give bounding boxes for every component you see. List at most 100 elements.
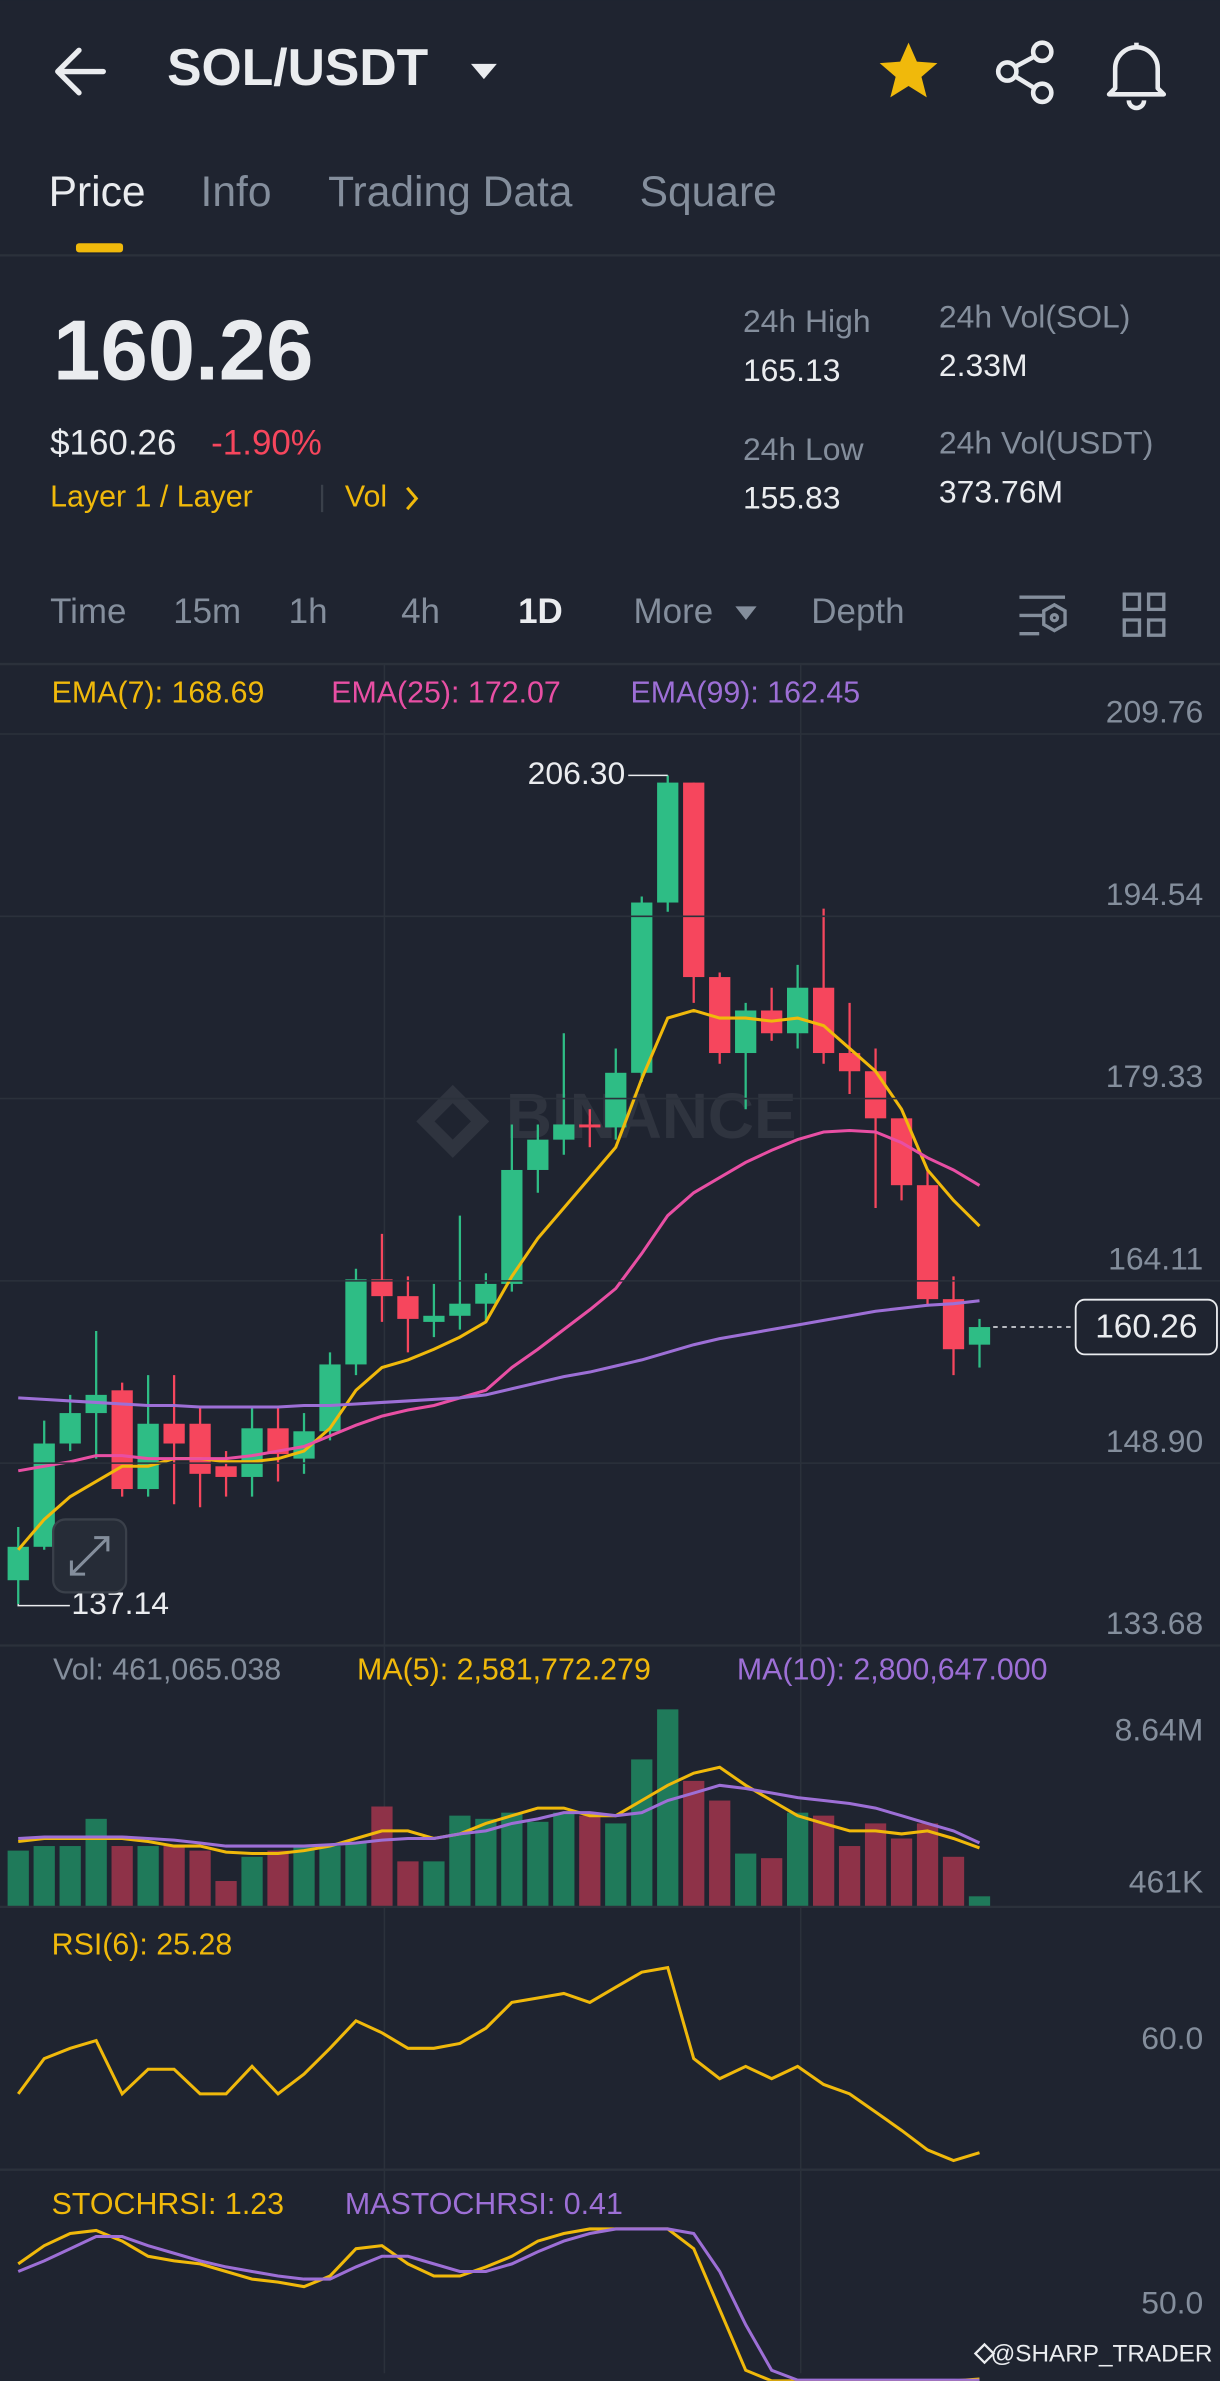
volume-bar [916,1823,939,1907]
layout-toggle[interactable] [1122,592,1166,637]
volume-bar [163,1846,185,1907]
candle-body [137,1423,159,1490]
credit: @SHARP_TRADER [991,2340,1213,2367]
legend-entry: MASTOCHRSI: 0.41 [345,2187,623,2221]
indicator-settings[interactable] [1019,595,1067,636]
price-change: -1.90% [211,424,322,463]
panel [7,775,991,1605]
candle-body [189,1423,211,1474]
volume-bar [709,1800,731,1907]
vol-link-arrow[interactable] [406,486,419,511]
candle-body [397,1296,419,1319]
interval-bar: Time 15m 1h 4h 1D More Depth [50,592,904,631]
volume-bar [683,1780,705,1907]
volume-bar [241,1856,263,1907]
plot: 209.76 194.54 179.33 164.11 148.90 133.68 206.… [0,675,1220,2381]
volume-bar [59,1846,81,1907]
legend-entry: MA(10): 2,800,647.000 [737,1652,1048,1686]
indicator-line [17,2227,980,2381]
alert-bell[interactable] [1106,42,1167,111]
share-button[interactable] [995,40,1054,105]
candle-body [579,1124,601,1128]
volume-bar [449,1815,471,1907]
legend-entry: EMA(99): 162.45 [631,675,861,709]
interval[interactable]: 15m [173,592,241,631]
tab[interactable]: Price [49,168,146,216]
candle-body [33,1443,55,1547]
interval[interactable]: 1D [518,592,563,631]
tab[interactable]: Trading Data [328,168,573,216]
candle-body [683,782,705,978]
candle-body [345,1279,367,1365]
y-tick-label: 8.64M [1115,1712,1204,1748]
ema-line [17,1128,981,1473]
volume-bar [968,1896,991,1907]
volume-bar [345,1843,367,1907]
stat-label: 24h Vol(SOL) [939,299,1130,335]
pair-dropdown[interactable] [470,63,497,80]
panel [7,1709,991,1907]
last-price: 160.26 [53,304,313,399]
volume-bar [33,1846,55,1907]
interval[interactable]: 4h [401,592,440,631]
candle-body [968,1327,991,1345]
interval[interactable]: Time [50,592,126,631]
ma-line [18,1765,981,1856]
candle-body [241,1428,263,1477]
candle-body [449,1303,471,1316]
current-price-label: 160.26 [1095,1308,1197,1345]
candle-body [890,1118,913,1186]
y-tick-label: 148.90 [1106,1423,1204,1459]
volume-bar [579,1815,601,1907]
stat-label: 24h Vol(USDT) [939,425,1153,461]
watermark-text: BINANCE [506,1080,797,1152]
stats: 24h High 165.13 24h Vol(SOL) 2.33M 24h Low 15… [743,299,1153,516]
y-tick-label: 209.76 [1106,694,1204,730]
interval[interactable]: Depth [811,592,904,631]
tab[interactable]: Square [640,168,777,216]
tab-bar: Price Info Trading Data Square [49,168,777,216]
y-tick-label: 461K [1129,1863,1203,1899]
stat-label: 24h High [743,303,871,339]
volume-bar [267,1850,289,1907]
stat-value: 2.33M [939,347,1028,383]
tab-indicator [75,243,124,253]
volume-bar [423,1861,445,1907]
volume-bar [85,1818,107,1907]
interval[interactable]: More [634,592,714,631]
category-tag[interactable]: Layer 1 / Layer [50,479,253,513]
y-tick-label: 50.0 [1141,2284,1203,2320]
y-tick-label: 60.0 [1141,2020,1203,2056]
candle-body [319,1364,341,1432]
more-dropdown[interactable] [735,606,757,621]
interval[interactable]: 1h [289,592,328,631]
panel [17,1965,980,2163]
candle-body [267,1428,289,1455]
volume-bar [527,1821,549,1907]
candle-body [111,1390,133,1490]
stat-value: 155.83 [743,479,841,515]
vol-link[interactable]: Vol [345,479,387,513]
candle-body [59,1413,81,1444]
volume-bar [475,1818,497,1907]
volume-bar [761,1858,783,1907]
watermark: BINANCE [416,1080,797,1158]
candle-body [786,987,809,1034]
favorite-star[interactable] [879,42,938,98]
pair-title[interactable]: SOL/USDT [167,38,428,96]
volume-bar [812,1815,835,1907]
y-tick-label: 179.33 [1106,1058,1204,1094]
back-button[interactable] [55,47,106,96]
candle-body [605,1072,627,1128]
candle-body [838,1053,861,1072]
volume-bar [631,1759,653,1907]
volume-label: Vol: 461,065.038 [53,1652,281,1686]
expand-button[interactable] [52,1518,128,1594]
candle-body [864,1071,887,1119]
volume-bar [215,1881,237,1907]
legend-entry: EMA(25): 172.07 [331,675,561,709]
volume-bar [293,1846,315,1907]
annotation-line [17,1604,70,1607]
tab[interactable]: Info [201,168,272,216]
